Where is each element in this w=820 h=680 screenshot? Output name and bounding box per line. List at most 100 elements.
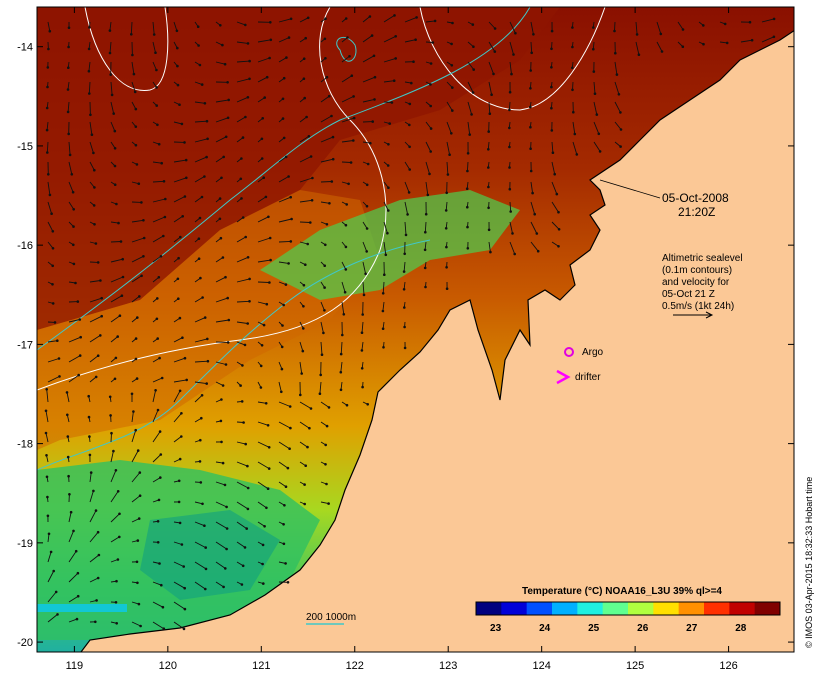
velocity-arrow	[236, 461, 248, 467]
velocity-arrow	[131, 237, 145, 243]
velocity-arrow-head	[382, 346, 385, 349]
velocity-arrow-head	[322, 331, 325, 335]
velocity-arrow-head	[265, 302, 269, 306]
velocity-arrow-head	[66, 435, 70, 438]
velocity-arrow-head	[78, 318, 82, 321]
velocity-arrow	[761, 36, 775, 43]
velocity-arrow	[382, 301, 385, 312]
velocity-arrow-head	[451, 109, 454, 112]
velocity-arrow-head	[222, 585, 225, 589]
velocity-arrow-head	[445, 287, 449, 291]
velocity-arrow-head	[72, 225, 75, 228]
velocity-arrow-head	[269, 258, 272, 262]
velocity-arrow-head	[619, 145, 622, 148]
velocity-arrow-head	[595, 113, 599, 116]
velocity-arrow	[341, 281, 346, 293]
velocity-arrow-head	[446, 173, 450, 176]
velocity-arrow-head	[77, 373, 80, 377]
velocity-arrow	[278, 421, 291, 429]
velocity-arrow	[152, 41, 156, 53]
velocity-arrow-head	[226, 341, 230, 344]
velocity-arrow-head	[245, 527, 248, 530]
velocity-arrow	[572, 141, 578, 155]
velocity-arrow	[341, 140, 354, 143]
velocity-arrow	[152, 431, 161, 443]
velocity-arrow-head	[46, 495, 49, 499]
velocity-arrow-head	[390, 101, 394, 104]
velocity-arrow-head	[45, 454, 48, 457]
velocity-arrow	[341, 161, 352, 163]
colorbar-swatch	[628, 602, 654, 615]
velocity-arrow	[278, 176, 289, 183]
velocity-arrow-head	[266, 424, 270, 427]
velocity-arrow-head	[529, 125, 532, 129]
argo-marker	[564, 347, 574, 357]
velocity-arrow	[551, 161, 556, 175]
velocity-arrow-head	[68, 493, 71, 496]
velocity-arrow-head	[513, 252, 516, 256]
velocity-arrow-head	[360, 367, 364, 370]
velocity-arrow-head	[306, 16, 310, 20]
velocity-arrow-head	[203, 316, 207, 319]
velocity-arrow-head	[529, 105, 532, 109]
velocity-arrow	[257, 521, 265, 527]
velocity-arrow	[509, 241, 516, 255]
velocity-arrow-head	[451, 21, 454, 25]
velocity-arrow-head	[466, 152, 470, 155]
velocity-arrow-head	[304, 36, 308, 40]
velocity-arrow-head	[550, 106, 553, 110]
velocity-arrow-head	[282, 76, 286, 80]
velocity-arrow-head	[246, 507, 250, 511]
velocity-arrow	[88, 61, 91, 72]
velocity-arrow-head	[67, 26, 71, 30]
velocity-arrow-head	[571, 26, 574, 29]
velocity-arrow-head	[178, 389, 182, 393]
velocity-arrow-head	[224, 135, 228, 139]
velocity-arrow-head	[177, 297, 180, 301]
velocity-arrow-head	[352, 116, 356, 120]
velocity-arrow-head	[119, 240, 123, 243]
velocity-arrow-head	[200, 83, 204, 86]
colorbar-swatch	[501, 602, 528, 615]
velocity-arrow	[320, 136, 334, 143]
velocity-arrow-head	[386, 164, 390, 167]
velocity-arrow-head	[226, 116, 230, 120]
velocity-arrow	[152, 180, 165, 183]
velocity-arrow-head	[137, 517, 141, 520]
velocity-arrow	[383, 80, 395, 83]
velocity-arrow-head	[330, 180, 334, 183]
velocity-arrow-head	[508, 90, 512, 94]
velocity-arrow-head	[302, 57, 306, 60]
velocity-arrow-head	[619, 111, 622, 114]
velocity-arrow	[45, 410, 49, 423]
velocity-arrow-head	[388, 122, 392, 125]
velocity-arrow	[656, 41, 663, 52]
velocity-arrow	[68, 595, 79, 603]
velocity-arrow-head	[246, 486, 250, 490]
velocity-arrow-head	[772, 35, 776, 39]
velocity-arrow	[194, 156, 207, 163]
velocity-arrow-head	[180, 122, 184, 126]
velocity-arrow-head	[241, 364, 244, 367]
velocity-arrow-head	[302, 327, 305, 330]
velocity-arrow-head	[137, 182, 141, 185]
velocity-arrow-head	[96, 261, 100, 264]
velocity-arrow-head	[373, 98, 376, 101]
velocity-arrow-head	[56, 339, 59, 343]
velocity-arrow	[404, 39, 416, 43]
velocity-arrow	[257, 441, 270, 448]
velocity-arrow-head	[331, 135, 335, 139]
velocity-arrow	[68, 201, 75, 210]
velocity-arrow-head	[220, 398, 223, 401]
velocity-arrow	[215, 381, 224, 386]
velocity-arrow-head	[99, 334, 102, 337]
velocity-arrow-head	[303, 502, 307, 506]
velocity-arrow	[341, 95, 354, 103]
velocity-arrow	[383, 15, 395, 23]
velocity-arrow	[47, 533, 50, 543]
velocity-arrow-head	[243, 546, 247, 549]
velocity-arrow-head	[54, 590, 58, 594]
velocity-arrow-head	[408, 168, 412, 171]
velocity-arrow	[551, 221, 560, 230]
velocity-arrow	[614, 81, 620, 95]
